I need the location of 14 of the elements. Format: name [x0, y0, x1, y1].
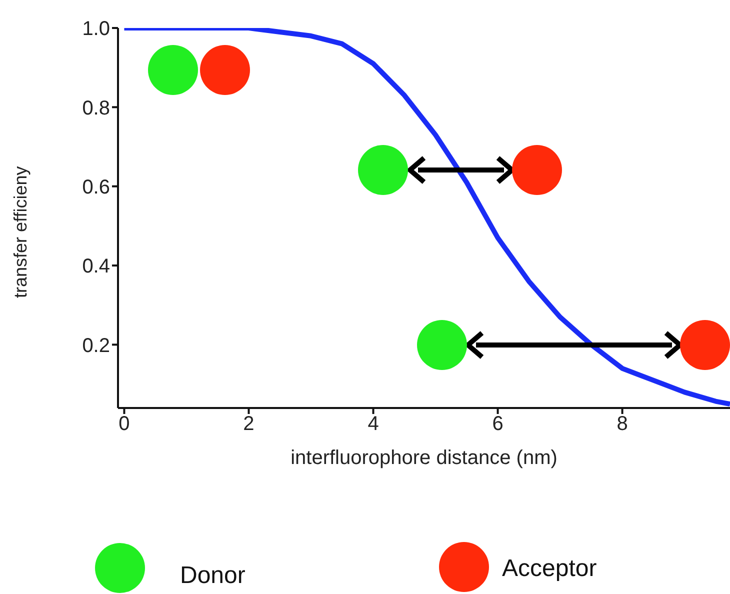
text: Acceptor — [502, 555, 597, 582]
y-tick-label: 0.4 — [82, 256, 110, 278]
y-tick-label: 0.2 — [82, 334, 110, 357]
text: Donor — [180, 562, 246, 589]
y-axis-title: transfer efficieny — [10, 166, 30, 298]
y-tick-label: 0.8 — [82, 97, 110, 120]
x-tick-label: 2 — [243, 413, 254, 436]
y-tick-label: 0.6 — [82, 176, 110, 198]
x-tick-label: 4 — [368, 413, 379, 436]
x-tick-label: 6 — [492, 413, 504, 436]
y-tick-label: 1.0 — [82, 18, 110, 40]
x-tick-label: 8 — [616, 413, 628, 436]
x-axis-title: interfluorophore distance (nm) — [290, 447, 558, 469]
x-tick-label: 0 — [118, 413, 130, 436]
